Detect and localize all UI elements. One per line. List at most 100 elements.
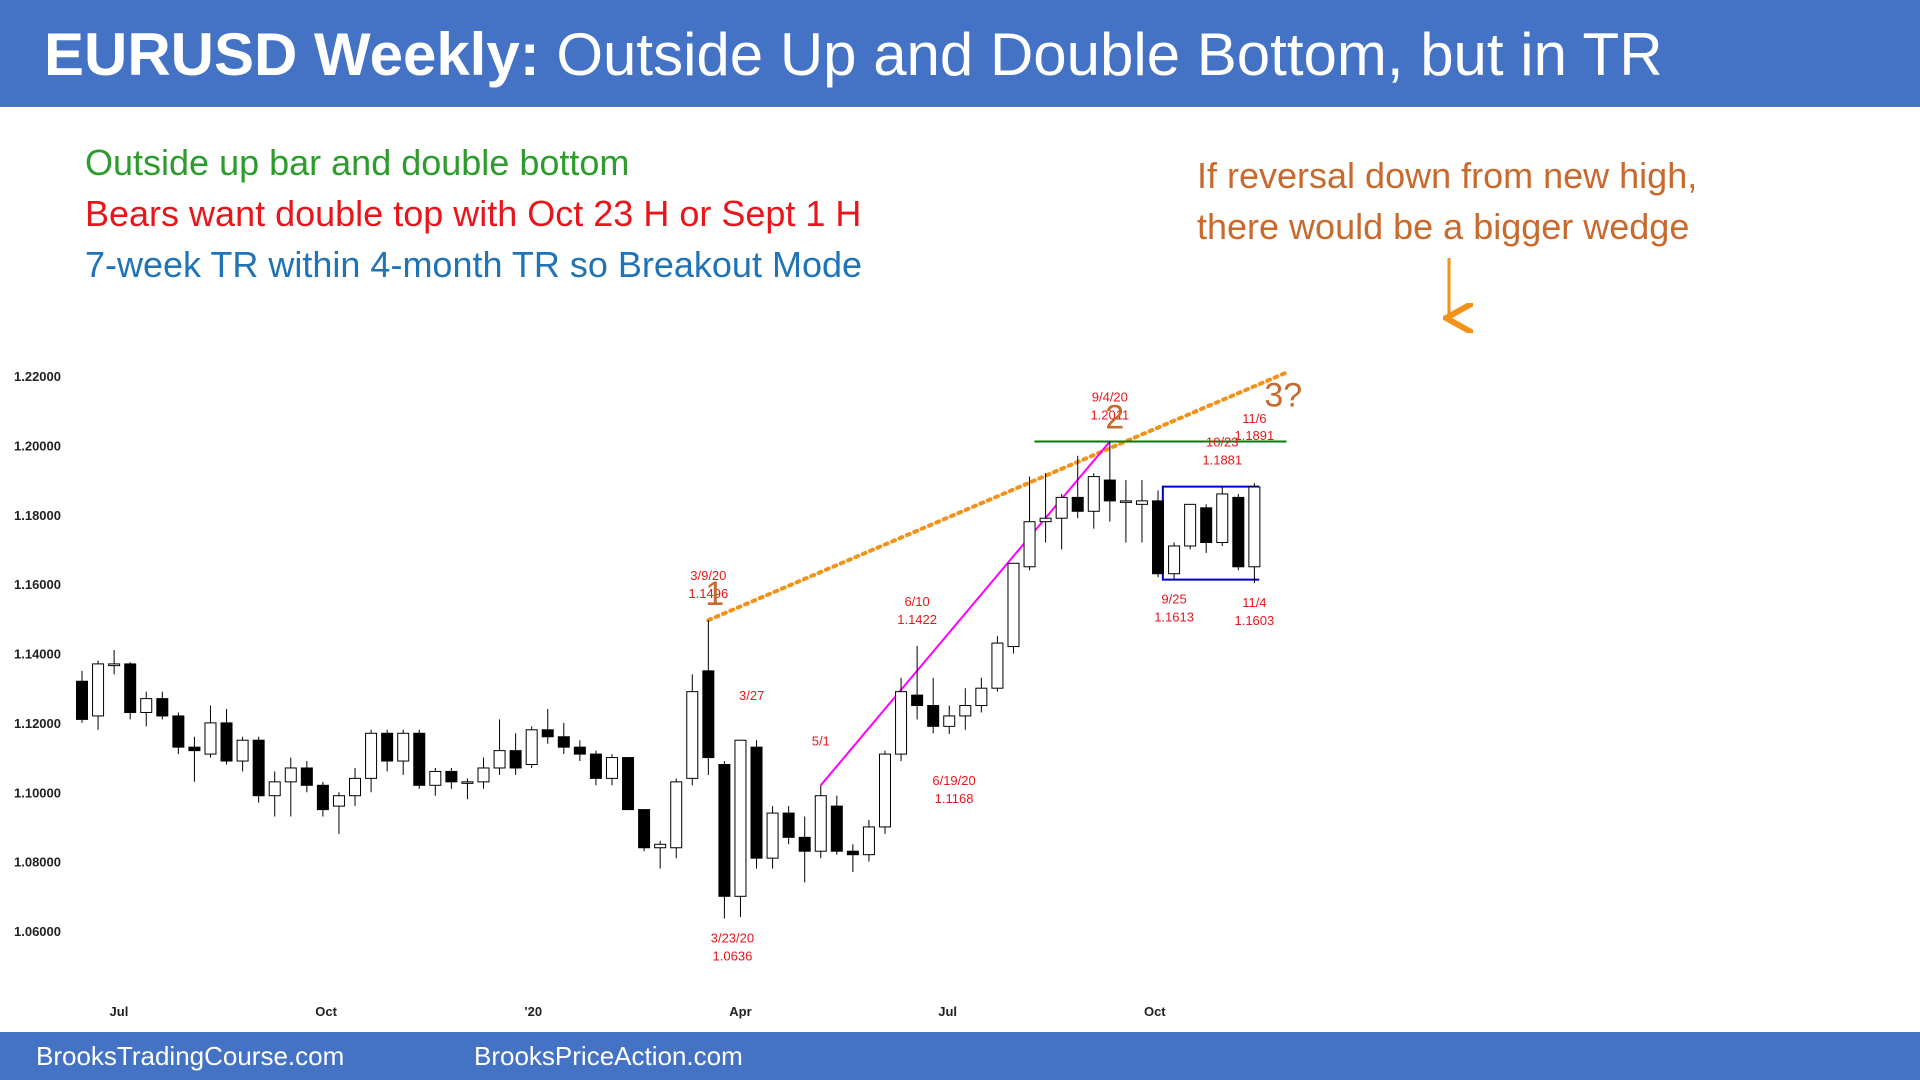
candle: [1216, 486, 1229, 546]
candle-body: [1039, 517, 1052, 523]
candle: [108, 650, 121, 675]
candle-body: [943, 715, 956, 727]
candle-body: [381, 732, 394, 762]
candle-body: [638, 809, 651, 849]
candle: [975, 677, 988, 713]
candle: [76, 670, 88, 723]
y-tick-label: 1.06000: [14, 924, 61, 939]
candle-body: [622, 757, 635, 811]
candle-body: [204, 722, 217, 755]
candle-body: [589, 753, 602, 779]
candle: [686, 674, 699, 786]
candle-body: [959, 705, 972, 717]
candle: [397, 729, 410, 775]
candle-body: [236, 739, 249, 762]
candle-body: [734, 739, 747, 897]
y-tick-label: 1.12000: [14, 716, 61, 731]
candle: [1248, 483, 1261, 584]
candle-body: [1168, 545, 1181, 575]
annotation-date: 3/27: [739, 688, 764, 703]
candle-body: [76, 680, 88, 720]
candle: [188, 736, 201, 782]
annotation-value: 1.1496: [688, 586, 728, 601]
candle: [1103, 441, 1116, 522]
candle-body: [718, 764, 731, 897]
annotation-date: 11/6: [1242, 411, 1266, 426]
candle: [718, 761, 731, 919]
candle: [1168, 542, 1181, 580]
footer-link-brookspriceaction[interactable]: BrooksPriceAction.com: [474, 1041, 743, 1071]
candle: [654, 840, 667, 869]
candle-body: [1071, 496, 1084, 512]
candle-body: [557, 736, 570, 748]
annotation-value: 1.2011: [1090, 408, 1129, 423]
candle: [846, 844, 859, 873]
candle: [92, 660, 105, 730]
candle-body: [316, 784, 329, 811]
candle-body: [349, 777, 362, 797]
note-wedge-line2: there would be a bigger wedge: [1197, 206, 1690, 247]
y-tick-label: 1.20000: [14, 438, 61, 453]
candle: [140, 691, 153, 727]
candle-body: [1232, 496, 1245, 568]
page-title: EURUSD Weekly: Outside Up and Double Bot…: [44, 20, 1663, 90]
candle-body: [220, 722, 233, 762]
candle-body: [1200, 507, 1213, 543]
candle: [766, 806, 779, 869]
candle-body: [895, 691, 908, 755]
candle-body: [846, 850, 859, 856]
candle-body: [92, 663, 105, 717]
candle: [895, 677, 908, 762]
candle: [461, 778, 474, 800]
candle-body: [573, 746, 586, 755]
candle-body: [493, 750, 506, 769]
candle-body: [413, 732, 426, 786]
candle: [1135, 480, 1148, 543]
annotation-date: 5/1: [812, 733, 830, 748]
candle: [782, 806, 795, 845]
candle-body: [879, 753, 891, 828]
candle-body: [365, 732, 378, 779]
candle: [1087, 473, 1100, 529]
candle: [1055, 493, 1068, 550]
annotation-date: 3/23/20: [711, 931, 754, 946]
x-tick-label: Jul: [110, 1004, 129, 1019]
candle: [814, 785, 827, 859]
annotation-date: 11/4: [1242, 595, 1266, 610]
candle: [349, 767, 362, 807]
annotation-date: 9/25: [1161, 592, 1186, 607]
y-tick-label: 1.16000: [14, 577, 61, 592]
candle-body: [140, 698, 153, 713]
candle: [830, 795, 843, 855]
candle-body: [1184, 503, 1197, 547]
candle: [252, 736, 265, 803]
y-tick-label: 1.18000: [14, 508, 61, 523]
candle: [381, 729, 394, 772]
candle: [879, 750, 891, 834]
candle-body: [108, 663, 121, 667]
candle: [605, 754, 618, 786]
candle: [1232, 493, 1245, 571]
candle-body: [188, 746, 201, 752]
candle: [300, 761, 313, 793]
x-tick-label: Apr: [729, 1004, 751, 1019]
candle-body: [1023, 521, 1036, 568]
x-tick-label: Oct: [315, 1004, 337, 1019]
candle-body: [1055, 496, 1068, 519]
candle: [1039, 473, 1052, 543]
candle-body: [124, 663, 137, 713]
candle-body: [1103, 479, 1116, 502]
candle-body: [911, 694, 924, 707]
candle: [413, 729, 426, 789]
footer-link-brookstradingcourse[interactable]: BrooksTradingCourse.com: [36, 1041, 345, 1071]
candle-body: [445, 770, 458, 783]
note-wedge-line1: If reversal down from new high,: [1197, 155, 1698, 196]
candle: [124, 662, 137, 720]
annotation-date: 6/19/20: [932, 773, 975, 788]
annotation-value: 1.1603: [1234, 613, 1274, 628]
candle-body: [1216, 493, 1229, 543]
annotation-date: 3/9/20: [690, 568, 726, 583]
candle-body: [252, 739, 265, 797]
candle: [220, 709, 233, 765]
candle-body: [991, 642, 1004, 689]
